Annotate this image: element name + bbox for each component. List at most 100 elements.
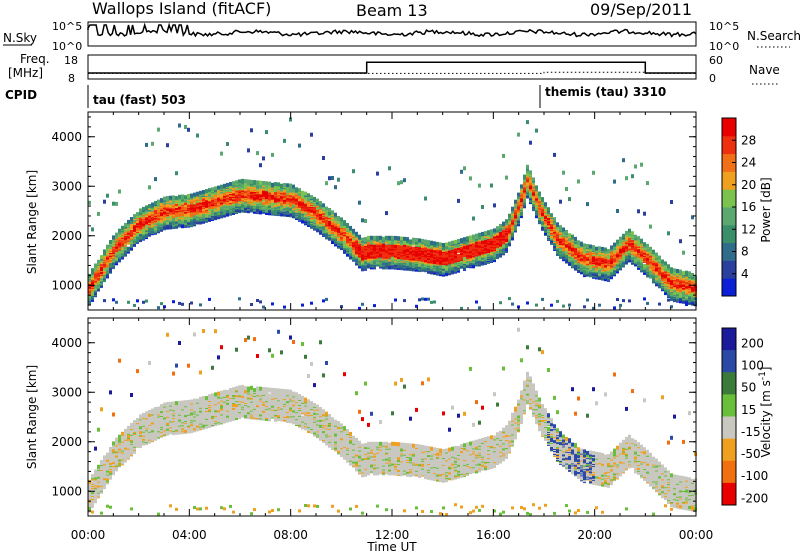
echo-cell bbox=[622, 158, 625, 163]
echo-cell bbox=[562, 170, 565, 175]
freq-label-line2: [MHz] bbox=[8, 66, 43, 80]
echo-cell bbox=[358, 244, 361, 249]
echo-cell bbox=[448, 241, 451, 246]
echo-cell bbox=[529, 140, 532, 145]
echo-cell bbox=[127, 246, 130, 251]
echo-cell bbox=[502, 221, 505, 226]
echo-cell bbox=[457, 239, 460, 243]
echo-cell bbox=[526, 301, 529, 305]
nsearch-tick-bottom: 10^0 bbox=[709, 40, 739, 53]
echo-cell bbox=[505, 175, 508, 180]
echo-cell bbox=[511, 302, 514, 306]
echo-cell bbox=[379, 235, 382, 240]
echo-cell bbox=[568, 197, 571, 202]
echo-cell bbox=[253, 180, 256, 185]
nsky-tick-top: 10^5 bbox=[52, 20, 82, 33]
echo-cell bbox=[136, 212, 139, 217]
echo-cell bbox=[274, 182, 277, 187]
echo-cell bbox=[541, 209, 544, 213]
echo-cell bbox=[157, 306, 160, 310]
echo-cell bbox=[325, 206, 328, 211]
echo-cell bbox=[472, 234, 475, 239]
echo-cell bbox=[469, 254, 472, 259]
echo-cell bbox=[250, 128, 253, 133]
echo-cell bbox=[475, 300, 478, 304]
echo-cell bbox=[166, 220, 169, 225]
echo-cell bbox=[280, 201, 283, 206]
echo-cell bbox=[322, 225, 325, 230]
echo-cell bbox=[622, 233, 625, 238]
echo-cell bbox=[466, 253, 469, 258]
echo-cell bbox=[556, 222, 559, 227]
echo-cell bbox=[178, 123, 181, 128]
echo-cell bbox=[406, 237, 409, 242]
echo-cell bbox=[583, 243, 586, 248]
echo-cell bbox=[454, 254, 457, 259]
echo-cell bbox=[430, 300, 433, 304]
echo-cell bbox=[385, 244, 388, 249]
echo-cell bbox=[286, 183, 289, 188]
echo-cell bbox=[601, 246, 604, 251]
echo-cell bbox=[301, 190, 304, 195]
echo-cell bbox=[226, 142, 229, 146]
echo-cell bbox=[319, 201, 322, 205]
echo-cell bbox=[289, 201, 292, 206]
echo-cell bbox=[586, 259, 589, 264]
echo-cell bbox=[568, 233, 571, 238]
echo-cell bbox=[190, 301, 193, 305]
echo-cell bbox=[436, 251, 439, 256]
echo-cell bbox=[145, 216, 148, 221]
echo-cell bbox=[376, 235, 379, 240]
echo-cell bbox=[550, 213, 553, 218]
echo-cell bbox=[541, 297, 544, 301]
echo-cell bbox=[490, 240, 493, 245]
echo-cell bbox=[307, 193, 310, 198]
echo-cell bbox=[364, 219, 367, 223]
echo-cell bbox=[292, 184, 295, 189]
echo-cell bbox=[271, 152, 274, 157]
nsky-label: N.Sky bbox=[3, 31, 37, 45]
echo-cell bbox=[598, 246, 601, 251]
freq-tick-top: 18 bbox=[64, 54, 78, 67]
echo-cell bbox=[490, 229, 493, 234]
echo-cell bbox=[376, 171, 379, 176]
echo-cell bbox=[430, 240, 433, 245]
echo-cell bbox=[433, 241, 436, 246]
echo-cell bbox=[520, 201, 523, 206]
echo-cell bbox=[130, 224, 133, 229]
echo-cell bbox=[505, 219, 508, 224]
nsky-series bbox=[87, 22, 697, 38]
echo-cell bbox=[190, 200, 193, 205]
echo-cell bbox=[307, 211, 310, 216]
echo-cell bbox=[172, 195, 175, 200]
echo-cell bbox=[562, 304, 565, 308]
echo-cell bbox=[247, 148, 250, 153]
echo-cell bbox=[577, 240, 580, 245]
echo-cell bbox=[514, 214, 517, 219]
echo-cell bbox=[193, 192, 196, 197]
echo-cell bbox=[142, 219, 145, 224]
echo-cell bbox=[625, 230, 628, 235]
echo-cell bbox=[337, 216, 340, 220]
echo-cell bbox=[109, 240, 112, 244]
echo-cell bbox=[604, 274, 607, 279]
echo-cell bbox=[403, 178, 406, 183]
echo-cell bbox=[541, 197, 544, 202]
echo-cell bbox=[457, 198, 460, 203]
echo-cell bbox=[160, 302, 163, 306]
echo-cell bbox=[610, 250, 613, 255]
echo-cell bbox=[349, 225, 352, 230]
echo-cell bbox=[574, 236, 577, 241]
echo-cell bbox=[250, 303, 253, 306]
echo-cell bbox=[454, 265, 457, 270]
echo-cell bbox=[475, 233, 478, 238]
echo-cell bbox=[568, 303, 571, 307]
echo-cell bbox=[463, 237, 466, 242]
echo-cell bbox=[511, 206, 514, 211]
date-title: 09/Sep/2011 bbox=[590, 0, 692, 19]
echo-cell bbox=[328, 211, 331, 215]
echo-cell bbox=[283, 183, 286, 187]
echo-cell bbox=[562, 227, 565, 232]
echo-cell bbox=[610, 271, 613, 276]
echo-cell bbox=[478, 183, 481, 188]
